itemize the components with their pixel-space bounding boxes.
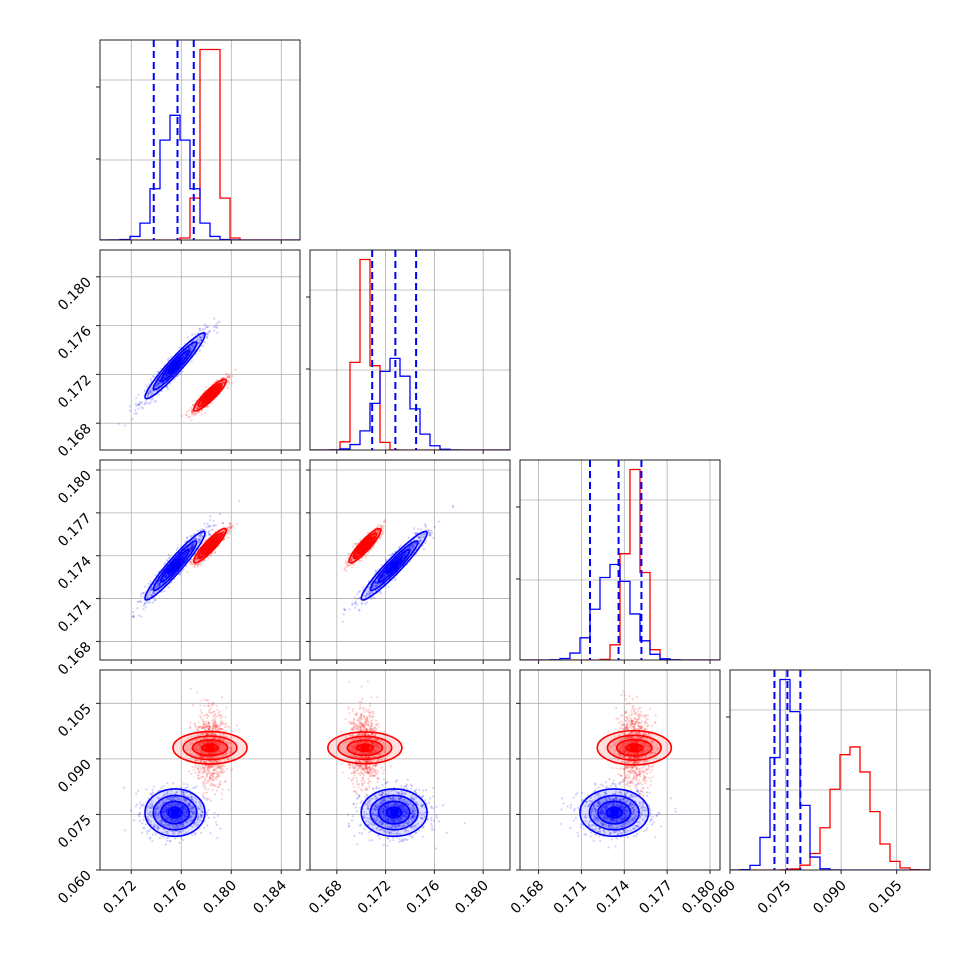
hist-panel-3: 0.060 0.075 0.090 0.105 xyxy=(699,669,931,918)
y-tick-label: 0.180 xyxy=(55,274,95,314)
hist-panel-1 xyxy=(306,249,511,454)
y-tick-label: 0.060 xyxy=(55,868,95,908)
y-tick-label: 0.168 xyxy=(55,639,95,679)
panel-frame xyxy=(309,249,511,451)
panel-content xyxy=(730,670,930,870)
blue-peak-marker xyxy=(171,361,179,370)
panel-content xyxy=(310,670,510,870)
y-tick-label: 0.105 xyxy=(55,701,95,741)
scatter-panel-3-1: 0.168 0.172 0.176 0.180 xyxy=(306,669,511,918)
panel-frame xyxy=(99,249,301,451)
scatter-panel-3-0: 0.172 0.176 0.180 0.184 0.060 0.075 0.090 0.105 xyxy=(55,669,301,918)
x-tick-label: 0.180 xyxy=(452,878,492,918)
scatter-panel-1-0: 0.168 0.172 0.176 0.180 xyxy=(55,249,301,461)
x-tick-label: 0.168 xyxy=(306,878,346,918)
red-peak-marker xyxy=(206,391,214,400)
panel-frame xyxy=(309,459,511,661)
hist-panel-0 xyxy=(96,39,301,244)
panel-content xyxy=(310,460,510,660)
x-tick-label: 0.172 xyxy=(355,878,395,918)
x-tick-label: 0.105 xyxy=(866,878,906,918)
y-tick-label: 0.176 xyxy=(55,323,95,363)
x-tick-label: 0.176 xyxy=(150,877,190,917)
scatter-panel-2-1 xyxy=(306,459,511,664)
x-tick-label: 0.090 xyxy=(810,878,850,918)
x-tick-label: 0.168 xyxy=(508,878,548,918)
y-tick-label: 0.177 xyxy=(55,510,95,550)
red-peak-marker xyxy=(206,743,214,752)
panel-frame xyxy=(99,39,301,241)
hist-panel-2 xyxy=(516,459,721,664)
blue-histogram xyxy=(310,357,510,450)
x-tick-label: 0.177 xyxy=(636,878,676,918)
y-tick-label: 0.174 xyxy=(55,553,95,593)
blue-peak-marker xyxy=(390,561,399,570)
panel-content xyxy=(100,460,300,660)
red-histogram xyxy=(310,258,510,450)
blue-peak-marker xyxy=(390,808,399,817)
x-tick-label: 0.184 xyxy=(250,877,290,917)
panel-frame xyxy=(519,459,721,661)
red-peak-marker xyxy=(360,743,369,752)
panel-content xyxy=(100,670,300,870)
x-tick-label: 0.174 xyxy=(593,877,633,917)
panel-frame xyxy=(99,459,301,661)
panel-frame xyxy=(309,669,511,871)
y-tick-label: 0.090 xyxy=(55,756,95,796)
x-tick-label: 0.180 xyxy=(200,878,240,918)
blue-peak-marker xyxy=(171,561,179,570)
panel-content xyxy=(100,250,300,450)
panel-frame xyxy=(729,669,931,871)
red-peak-marker xyxy=(630,743,639,752)
panel-content xyxy=(520,460,720,660)
y-tick-label: 0.075 xyxy=(55,812,95,852)
blue-peak-marker xyxy=(171,808,179,817)
y-tick-label: 0.171 xyxy=(55,596,95,636)
y-tick-label: 0.172 xyxy=(55,372,95,412)
x-tick-label: 0.075 xyxy=(755,878,795,918)
x-tick-label: 0.172 xyxy=(100,878,140,918)
panel-content xyxy=(100,40,300,240)
y-tick-label: 0.168 xyxy=(55,421,95,461)
blue-peak-marker xyxy=(610,808,619,817)
panel-frame xyxy=(99,669,301,871)
y-tick-label: 0.180 xyxy=(55,468,95,508)
blue-histogram xyxy=(730,678,930,870)
red-histogram xyxy=(100,48,300,240)
x-tick-label: 0.176 xyxy=(404,877,444,917)
red-peak-marker xyxy=(206,541,214,550)
panel-content xyxy=(520,670,720,870)
red-peak-marker xyxy=(360,541,369,550)
x-tick-label: 0.171 xyxy=(551,878,591,918)
panel-frame xyxy=(519,669,721,871)
panel-content xyxy=(310,250,510,450)
scatter-panel-3-2: 0.168 0.171 0.174 0.177 0.180 xyxy=(508,669,721,918)
